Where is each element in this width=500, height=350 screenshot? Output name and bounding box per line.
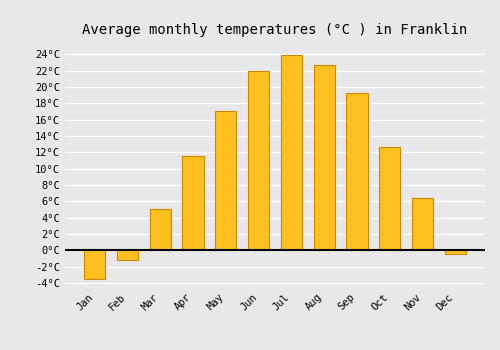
Bar [412,198,433,250]
Bar [117,250,138,260]
Bar [346,93,368,250]
Bar [150,209,171,250]
Bar [314,65,335,250]
Bar [84,250,106,279]
Bar [280,55,302,250]
Title: Average monthly temperatures (°C ) in Franklin: Average monthly temperatures (°C ) in Fr… [82,23,468,37]
Bar [182,156,204,250]
Bar [215,111,236,250]
Bar [444,250,466,254]
Bar [248,71,270,250]
Bar [379,147,400,250]
